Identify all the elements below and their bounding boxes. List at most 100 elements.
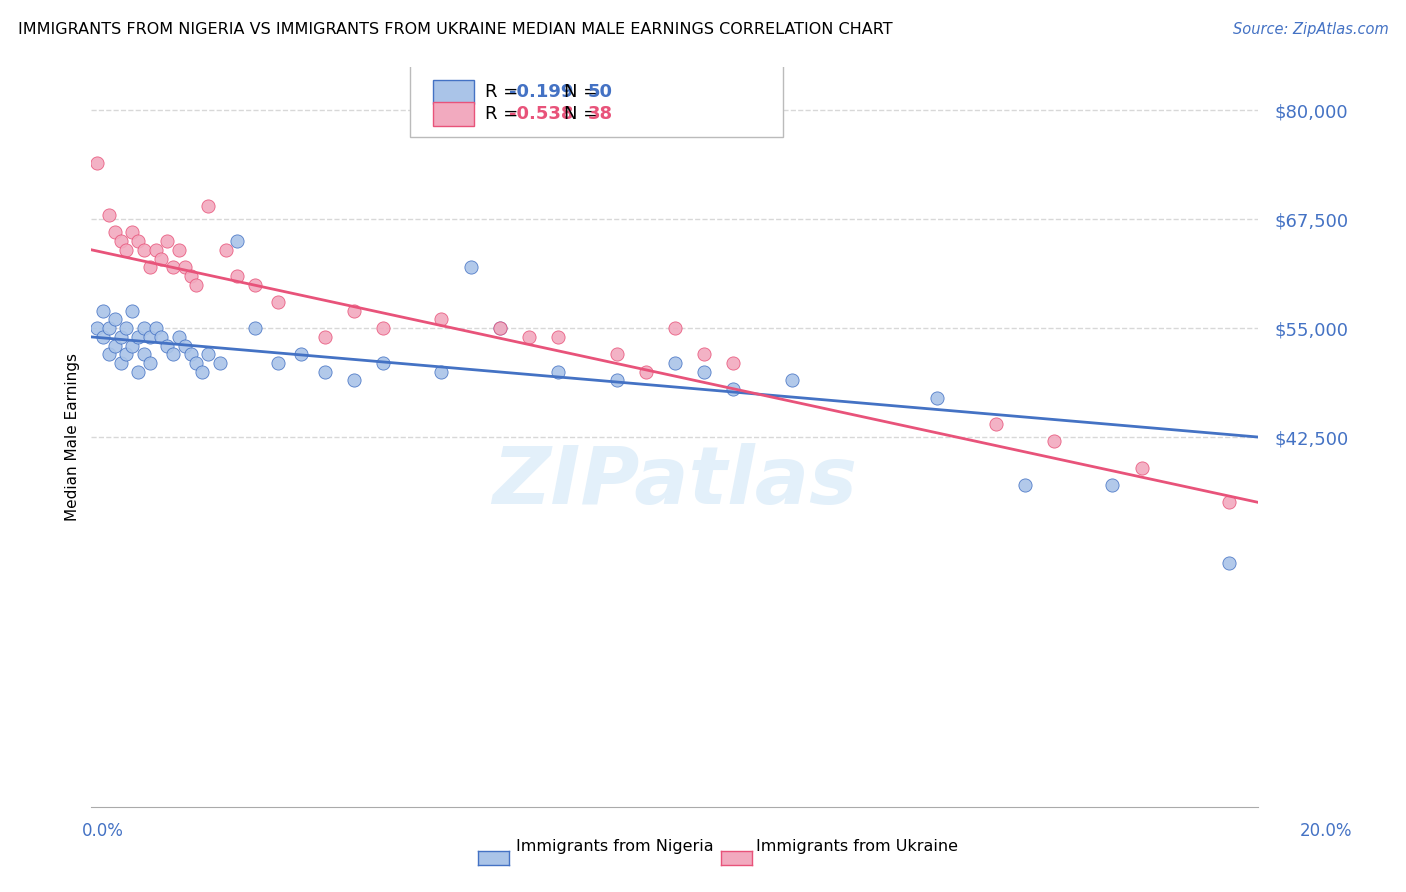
Point [162,347,184,361]
Point [460,260,482,275]
Point [86,321,108,335]
Point [371,356,394,370]
Point [156,234,179,248]
Point [91,330,114,344]
Point [191,365,214,379]
Point [115,321,138,335]
Text: Immigrants from Ukraine: Immigrants from Ukraine [756,839,959,854]
Text: ZIPatlas: ZIPatlas [492,442,858,521]
Point [173,260,195,275]
Text: -0.538: -0.538 [509,105,574,123]
Point [723,356,745,370]
Text: N =: N = [564,105,605,123]
Point [197,199,219,213]
Point [314,365,336,379]
Point [664,321,686,335]
Text: Immigrants from Nigeria: Immigrants from Nigeria [516,839,714,854]
Point [1130,460,1153,475]
Point [86,155,108,169]
Y-axis label: Median Male Earnings: Median Male Earnings [65,353,80,521]
Text: 38: 38 [588,105,613,123]
Point [984,417,1007,431]
Point [267,295,290,310]
Point [97,321,120,335]
Text: R =: R = [485,105,523,123]
Point [167,330,190,344]
Point [104,338,127,352]
Text: 50: 50 [588,83,613,101]
Point [150,330,173,344]
Point [780,374,803,388]
Point [208,356,231,370]
Point [314,330,336,344]
Point [547,365,569,379]
Point [226,234,249,248]
Text: 0.0%: 0.0% [82,822,124,839]
Point [97,208,120,222]
Point [121,338,143,352]
Point [634,365,657,379]
FancyBboxPatch shape [433,103,474,126]
Point [186,356,208,370]
Point [115,243,138,257]
Point [97,347,120,361]
Point [173,338,195,352]
Text: R =: R = [485,83,523,101]
Point [127,330,149,344]
Text: -0.199: -0.199 [509,83,574,101]
Point [156,338,179,352]
FancyBboxPatch shape [411,62,783,137]
Point [167,243,190,257]
Point [91,303,114,318]
Point [186,277,208,292]
Point [150,252,173,266]
Point [664,356,686,370]
Point [162,260,184,275]
Point [121,226,143,240]
Point [132,347,155,361]
Point [1218,495,1240,509]
Point [226,268,249,283]
Point [214,243,236,257]
Point [138,260,162,275]
Point [243,277,266,292]
Point [138,356,162,370]
Point [110,234,132,248]
Point [547,330,569,344]
Point [605,347,627,361]
Point [180,268,202,283]
Point [267,356,290,370]
Text: Source: ZipAtlas.com: Source: ZipAtlas.com [1233,22,1389,37]
Point [1218,557,1240,571]
Point [104,226,127,240]
Point [1043,434,1066,449]
Point [693,347,716,361]
Point [110,356,132,370]
Point [243,321,266,335]
Point [343,374,366,388]
Point [132,321,155,335]
Point [693,365,716,379]
Point [723,382,745,396]
Point [127,365,149,379]
Point [110,330,132,344]
Text: IMMIGRANTS FROM NIGERIA VS IMMIGRANTS FROM UKRAINE MEDIAN MALE EARNINGS CORRELAT: IMMIGRANTS FROM NIGERIA VS IMMIGRANTS FR… [18,22,893,37]
Text: 20.0%: 20.0% [1299,822,1353,839]
Point [489,321,512,335]
Point [517,330,540,344]
Point [180,347,202,361]
Point [145,321,167,335]
Point [489,321,512,335]
Point [290,347,312,361]
Point [115,347,138,361]
Point [1101,478,1123,492]
Point [127,234,149,248]
Point [927,391,949,405]
Point [605,374,627,388]
Point [197,347,219,361]
Point [430,312,453,326]
Point [145,243,167,257]
Point [121,303,143,318]
Point [343,303,366,318]
FancyBboxPatch shape [433,80,474,104]
